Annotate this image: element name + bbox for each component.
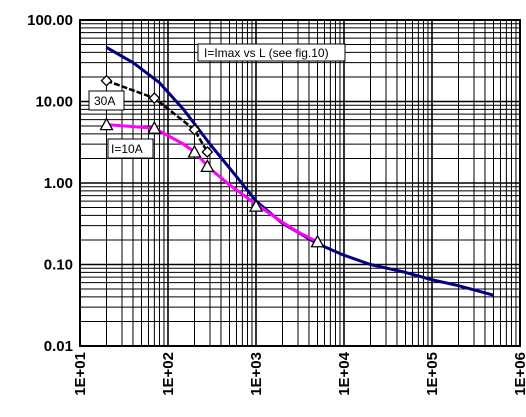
x-tick-label: 1E+03 (248, 352, 265, 396)
annotation-imax-text: I=Imax vs L (see fig.10) (204, 46, 329, 60)
grid (79, 20, 520, 347)
y-tick-label: 100.00 (27, 12, 73, 29)
y-tick-label: 10.00 (35, 94, 73, 111)
triangle-marker (187, 144, 202, 158)
triangle-marker (99, 117, 114, 131)
annotation-10a-box (107, 138, 154, 159)
series-layer (105, 46, 494, 297)
annotation-imax: I=Imax vs L (see fig.10) (197, 43, 346, 62)
annotation-10a-text: I=10A (111, 142, 143, 156)
x-tick-label: 1E+01 (72, 352, 89, 396)
annotation-30a: 30A (88, 90, 125, 111)
x-tick-labels: 1E+01 1E+02 1E+03 1E+04 1E+05 1E+06 (72, 351, 526, 395)
series-2-line (106, 123, 319, 244)
annotation-30a-text: 30A (94, 94, 115, 108)
series-1-line (106, 79, 209, 153)
triangle-marker (147, 120, 162, 134)
diamond-marker (188, 123, 201, 136)
marker-layer (99, 74, 325, 248)
annotation-10a: I=10A (107, 138, 154, 159)
diamond-marker (100, 74, 113, 87)
triangle-marker (248, 198, 264, 212)
annotation-imax-box (197, 43, 346, 62)
y-tick-label: 0.01 (44, 338, 73, 355)
x-tick-label: 1E+02 (160, 352, 177, 396)
y-tick-label: 1.00 (44, 175, 73, 192)
y-tick-labels: 100.00 10.00 1.00 0.10 0.01 (27, 12, 73, 355)
y-tick-label: 0.10 (44, 257, 73, 274)
triangle-marker (200, 159, 215, 173)
diamond-marker (201, 146, 214, 158)
x-tick-label: 1E+05 (424, 352, 441, 396)
annotation-30a-box (88, 90, 125, 111)
plot-frame (79, 19, 521, 347)
x-tick-label: 1E+06 (512, 352, 526, 396)
x-tick-label: 1E+04 (336, 351, 353, 395)
diamond-marker (148, 92, 161, 105)
triangle-marker (310, 234, 325, 248)
